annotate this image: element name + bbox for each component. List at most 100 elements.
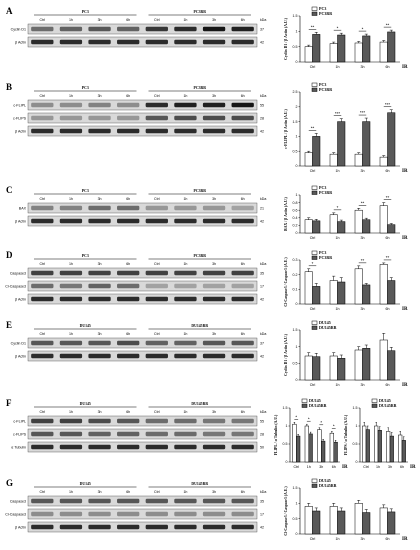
blot-band [31, 353, 54, 359]
blot-band [59, 431, 83, 437]
chart-bar [337, 281, 346, 305]
chart-sig-marker: * [337, 205, 339, 210]
blot-band [117, 431, 140, 437]
chart-y-label: BAX / β Actin (A.U.) [284, 196, 288, 230]
blot-band [174, 39, 197, 45]
blot-group-label: PC3 [82, 189, 89, 193]
chart-x-label: IR [410, 465, 416, 470]
blot-band [202, 26, 226, 32]
blot-row-label: α Tubulin [11, 445, 26, 449]
chart-bar [321, 440, 326, 463]
blot-strip [27, 202, 258, 214]
blot-row-label: β Actin [15, 40, 26, 44]
chart-bar [329, 432, 334, 463]
blot-kda-value: 42 [260, 129, 264, 133]
blot-lane-label: 3h [212, 18, 216, 22]
chart-bar [304, 46, 313, 63]
blot-lane-label: 6h [241, 490, 245, 494]
chart-bar [329, 355, 338, 381]
chart-x-tick-label: Ctrl [310, 169, 316, 173]
chart-legend-label: DU145RR [319, 325, 337, 330]
blot-band [202, 102, 226, 108]
blot-row-label: β Actin [15, 297, 26, 301]
chart-legend-swatch [311, 185, 318, 190]
blot-lane-label: 3h [212, 490, 216, 494]
chart-sig-marker: ** [386, 195, 390, 200]
chart-sig-marker: *** [335, 111, 341, 116]
blot-lane-label: 3h [98, 262, 102, 266]
blot-band [31, 296, 54, 302]
chart-x-tick-label: 3h [361, 65, 365, 69]
blot-row-label: Caspase3 [10, 499, 26, 503]
chart-legend-swatch [301, 403, 308, 408]
blot-kda-value: 55 [260, 103, 264, 107]
blot-band [59, 128, 83, 134]
chart-x-tick-label: 6h [386, 537, 390, 541]
blot-group-label: DU145 [80, 324, 91, 328]
blot-band [202, 353, 226, 359]
blot-band [59, 26, 83, 32]
blot-row-label: Cyclin D1 [11, 341, 26, 345]
blot-lane-label: 1h [69, 332, 73, 336]
chart-y-tick-label: 0.5 [293, 45, 298, 49]
blot-band [88, 498, 111, 504]
blot-band [59, 296, 83, 302]
blot-row-label: c-FLIPS [13, 432, 27, 436]
chart-legend-label: DU145RR [309, 403, 327, 408]
chart-x-tick-label: 3h [361, 383, 365, 387]
chart-bar [365, 429, 370, 463]
blot-row-label: c-FLIPL [13, 103, 26, 107]
chart-legend-label: PC3RR [319, 255, 332, 260]
chart-bar [379, 507, 388, 535]
blot-lane-label: 1h [183, 262, 187, 266]
blot-band [174, 102, 197, 108]
blot-lane-label: Ctrl [40, 197, 46, 201]
chart-x-tick-label: 6h [386, 169, 390, 173]
blot-band [174, 128, 197, 134]
blot-band [202, 128, 226, 134]
chart-x-tick-label: 3h [388, 465, 392, 469]
blot-row-label: Cl-Caspase3 [5, 284, 26, 288]
blot-row-label: Cyclin D1 [11, 27, 26, 31]
blot-band [117, 296, 140, 302]
blot-band [202, 296, 226, 302]
blot-strip [27, 125, 258, 137]
blot-strip [27, 99, 258, 111]
chart-legend-label: PC3 [319, 185, 326, 190]
chart-y-tick-label: 0.2 [293, 273, 298, 277]
blot-band [174, 205, 197, 211]
blot-lane-label: 6h [241, 197, 245, 201]
blot-kda-value: 50 [260, 445, 264, 449]
chart-bar [317, 429, 322, 463]
blot-lane-label: Ctrl [154, 332, 160, 336]
blot-band [88, 340, 111, 346]
chart-x-tick-label: 6h [386, 383, 390, 387]
chart-bar [398, 434, 403, 463]
blot-band [59, 270, 83, 276]
blot-band [88, 353, 111, 359]
chart-y-label: FLIPS / α Tubulin (A.U.) [344, 414, 348, 455]
chart-bar [329, 153, 338, 167]
blot-row-label: c-FLIPS [13, 116, 27, 120]
blot-lane-label: Ctrl [40, 410, 46, 414]
blot-band [231, 26, 254, 32]
chart-sig-marker: * [320, 420, 322, 425]
chart-sig-marker: * [362, 26, 364, 31]
chart-x-tick-label: 3h [319, 465, 323, 469]
blot-kda-value: 17 [260, 512, 264, 516]
blot-band [174, 296, 197, 302]
blot-band [174, 353, 197, 359]
chart-legend-label: DU145 [319, 478, 331, 483]
chart-x-tick-label: 6h [400, 465, 404, 469]
chart-bar [401, 440, 406, 463]
chart-legend-label: DU145 [319, 320, 331, 325]
chart-x-tick-label: 3h [361, 307, 365, 311]
blot-band [117, 418, 140, 424]
blot-strip [27, 428, 258, 440]
blot-band [31, 26, 54, 32]
chart-y-label: Cyclin D1 / β Actin (A.U.) [284, 17, 288, 59]
blot-lane-label: 3h [212, 410, 216, 414]
chart-bar [329, 43, 338, 63]
